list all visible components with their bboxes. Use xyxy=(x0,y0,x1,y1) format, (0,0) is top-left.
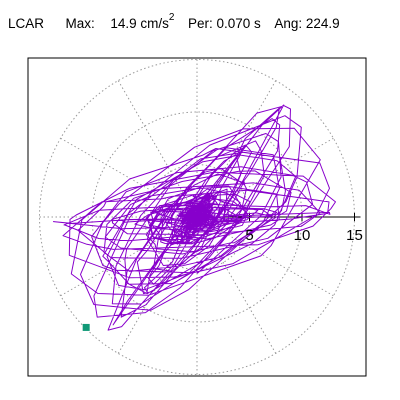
max-value: 14.9 xyxy=(110,15,137,31)
max-unit: cm/s xyxy=(140,15,169,31)
station-label: LCAR xyxy=(8,15,45,31)
period-value: 0.070 s xyxy=(216,15,261,31)
peak-marker-group xyxy=(82,323,90,331)
radial-tick-label: 10 xyxy=(294,227,311,244)
motion-trace xyxy=(53,104,336,331)
max-label: Max: xyxy=(65,15,95,31)
chart-header: LCAR Max: 14.9 cm/s2 Per: 0.070 s Ang: 2… xyxy=(8,12,340,31)
angle-value: 224.9 xyxy=(305,15,340,31)
trace-core xyxy=(183,206,217,232)
radial-tick-label: 15 xyxy=(346,227,363,244)
radial-tick-labels: 5 10 15 xyxy=(245,227,363,244)
trace-line xyxy=(53,104,336,331)
peak-marker xyxy=(82,323,90,331)
period-label: Per: xyxy=(187,15,213,31)
angle-label: Ang: xyxy=(274,15,303,31)
radial-tick-label: 5 xyxy=(245,227,253,244)
max-unit-exponent: 2 xyxy=(168,12,175,23)
plot-frame xyxy=(27,57,367,377)
